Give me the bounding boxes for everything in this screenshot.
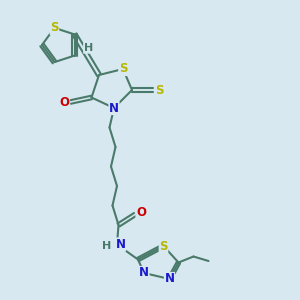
Text: N: N: [164, 272, 175, 286]
Text: N: N: [116, 238, 126, 251]
Text: H: H: [84, 43, 93, 53]
Text: H: H: [102, 241, 111, 251]
Text: S: S: [159, 239, 168, 253]
Text: N: N: [109, 101, 119, 115]
Text: O: O: [136, 206, 146, 220]
Text: S: S: [50, 21, 59, 34]
Text: N: N: [139, 266, 149, 280]
Text: S: S: [155, 83, 163, 97]
Text: S: S: [119, 62, 127, 76]
Text: O: O: [59, 95, 70, 109]
